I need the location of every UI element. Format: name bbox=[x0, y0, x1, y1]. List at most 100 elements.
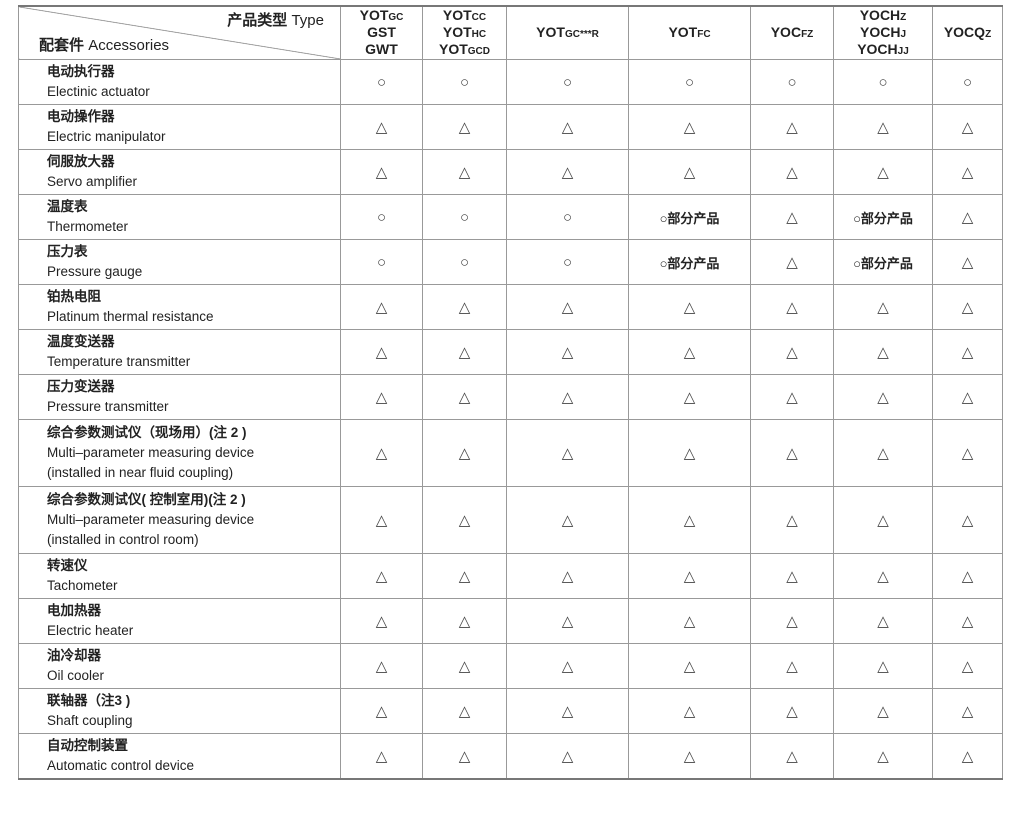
optional-triangle-mark: △ bbox=[750, 733, 834, 780]
optional-triangle-mark: △ bbox=[340, 329, 423, 375]
table-row: 电加热器 Electric heater △ △ △ △ △ △ △ bbox=[18, 598, 1003, 644]
optional-triangle-mark: △ bbox=[932, 553, 1003, 599]
optional-triangle-mark: △ bbox=[422, 149, 507, 195]
optional-triangle-mark: △ bbox=[340, 688, 423, 734]
optional-triangle-mark: △ bbox=[628, 598, 751, 644]
optional-triangle-mark: △ bbox=[833, 643, 933, 689]
accessory-name: 电动执行器 Electinic actuator bbox=[18, 59, 341, 105]
optional-triangle-mark: △ bbox=[628, 104, 751, 150]
table-row: 温度变送器 Temperature transmitter △ △ △ △ △ △ △ bbox=[18, 329, 1003, 375]
optional-triangle-mark: △ bbox=[750, 553, 834, 599]
table-row: 伺服放大器 Servo amplifier △ △ △ △ △ △ △ bbox=[18, 149, 1003, 195]
optional-triangle-mark: △ bbox=[628, 374, 751, 420]
optional-triangle-mark: △ bbox=[506, 733, 629, 780]
optional-triangle-mark: △ bbox=[750, 598, 834, 644]
optional-triangle-mark: △ bbox=[628, 486, 751, 554]
standard-circle-mark: ○ bbox=[506, 239, 629, 285]
accessory-name: 综合参数测试仪（现场用）(注 2 ) Multi–parameter measur… bbox=[18, 419, 341, 487]
optional-triangle-mark: △ bbox=[422, 598, 507, 644]
header-corner: 产品类型 Type 配套件 Accessories bbox=[18, 5, 341, 60]
optional-triangle-mark: △ bbox=[833, 688, 933, 734]
optional-triangle-mark: △ bbox=[506, 643, 629, 689]
optional-triangle-mark: △ bbox=[628, 688, 751, 734]
optional-triangle-mark: △ bbox=[422, 284, 507, 330]
optional-triangle-mark: △ bbox=[932, 733, 1003, 780]
optional-triangle-mark: △ bbox=[340, 598, 423, 644]
standard-circle-mark: ○部分产品 bbox=[833, 194, 933, 240]
model-column-header: YOTGC***R bbox=[506, 5, 629, 60]
optional-triangle-mark: △ bbox=[750, 374, 834, 420]
optional-triangle-mark: △ bbox=[750, 329, 834, 375]
optional-triangle-mark: △ bbox=[750, 194, 834, 240]
optional-triangle-mark: △ bbox=[932, 598, 1003, 644]
table-row: 油冷却器 Oil cooler △ △ △ △ △ △ △ bbox=[18, 643, 1003, 689]
model-column-header: YOTGC GST GWT bbox=[340, 5, 423, 60]
optional-triangle-mark: △ bbox=[932, 284, 1003, 330]
optional-triangle-mark: △ bbox=[422, 553, 507, 599]
standard-circle-mark: ○ bbox=[340, 194, 423, 240]
table-row: 压力变送器 Pressure transmitter △ △ △ △ △ △ △ bbox=[18, 374, 1003, 420]
standard-circle-mark: ○ bbox=[628, 59, 751, 105]
optional-triangle-mark: △ bbox=[340, 374, 423, 420]
table-row: 温度表 Thermometer ○ ○ ○ ○部分产品 △ ○部分产品 △ bbox=[18, 194, 1003, 240]
optional-triangle-mark: △ bbox=[932, 688, 1003, 734]
optional-triangle-mark: △ bbox=[340, 643, 423, 689]
optional-triangle-mark: △ bbox=[932, 486, 1003, 554]
type-label: 产品类型 Type bbox=[227, 12, 324, 29]
optional-triangle-mark: △ bbox=[750, 239, 834, 285]
table-row: 电动操作器 Electric manipulator △ △ △ △ △ △ △ bbox=[18, 104, 1003, 150]
optional-triangle-mark: △ bbox=[750, 643, 834, 689]
optional-triangle-mark: △ bbox=[628, 284, 751, 330]
standard-circle-mark: ○部分产品 bbox=[628, 194, 751, 240]
standard-circle-mark: ○ bbox=[932, 59, 1003, 105]
optional-triangle-mark: △ bbox=[506, 104, 629, 150]
accessory-name: 温度变送器 Temperature transmitter bbox=[18, 329, 341, 375]
optional-triangle-mark: △ bbox=[932, 419, 1003, 487]
model-column-header: YOTFC bbox=[628, 5, 751, 60]
table-row: 电动执行器 Electinic actuator ○ ○ ○ ○ ○ ○ ○ bbox=[18, 59, 1003, 105]
optional-triangle-mark: △ bbox=[422, 688, 507, 734]
accessory-name: 转速仪 Tachometer bbox=[18, 553, 341, 599]
optional-triangle-mark: △ bbox=[506, 329, 629, 375]
optional-triangle-mark: △ bbox=[340, 419, 423, 487]
table-row: 综合参数测试仪（现场用）(注 2 ) Multi–parameter measur… bbox=[18, 419, 1003, 487]
accessory-name: 自动控制装置 Automatic control device bbox=[18, 733, 341, 780]
table-row: 综合参数测试仪( 控制室用)(注 2 ) Multi–parameter meas… bbox=[18, 486, 1003, 554]
table-row: 铂热电阻 Platinum thermal resistance △ △ △ △ △ △ △ bbox=[18, 284, 1003, 330]
standard-circle-mark: ○ bbox=[833, 59, 933, 105]
optional-triangle-mark: △ bbox=[506, 149, 629, 195]
optional-triangle-mark: △ bbox=[628, 419, 751, 487]
optional-triangle-mark: △ bbox=[628, 553, 751, 599]
optional-triangle-mark: △ bbox=[506, 553, 629, 599]
optional-triangle-mark: △ bbox=[750, 149, 834, 195]
optional-triangle-mark: △ bbox=[422, 104, 507, 150]
accessory-name: 油冷却器 Oil cooler bbox=[18, 643, 341, 689]
standard-circle-mark: ○ bbox=[506, 59, 629, 105]
optional-triangle-mark: △ bbox=[628, 733, 751, 780]
standard-circle-mark: ○部分产品 bbox=[628, 239, 751, 285]
model-column-header: YOCQZ bbox=[932, 5, 1003, 60]
optional-triangle-mark: △ bbox=[506, 419, 629, 487]
standard-circle-mark: ○ bbox=[422, 194, 507, 240]
optional-triangle-mark: △ bbox=[340, 284, 423, 330]
optional-triangle-mark: △ bbox=[422, 329, 507, 375]
model-column-header: YOCFZ bbox=[750, 5, 834, 60]
optional-triangle-mark: △ bbox=[833, 104, 933, 150]
optional-triangle-mark: △ bbox=[833, 733, 933, 780]
optional-triangle-mark: △ bbox=[628, 329, 751, 375]
optional-triangle-mark: △ bbox=[833, 149, 933, 195]
accessory-name: 压力表 Pressure gauge bbox=[18, 239, 341, 285]
optional-triangle-mark: △ bbox=[750, 688, 834, 734]
optional-triangle-mark: △ bbox=[932, 643, 1003, 689]
optional-triangle-mark: △ bbox=[340, 553, 423, 599]
optional-triangle-mark: △ bbox=[340, 733, 423, 780]
optional-triangle-mark: △ bbox=[833, 374, 933, 420]
optional-triangle-mark: △ bbox=[506, 688, 629, 734]
accessories-label: 配套件 Accessories bbox=[39, 37, 170, 54]
optional-triangle-mark: △ bbox=[422, 486, 507, 554]
optional-triangle-mark: △ bbox=[833, 419, 933, 487]
optional-triangle-mark: △ bbox=[932, 149, 1003, 195]
optional-triangle-mark: △ bbox=[932, 104, 1003, 150]
optional-triangle-mark: △ bbox=[750, 284, 834, 330]
optional-triangle-mark: △ bbox=[506, 284, 629, 330]
